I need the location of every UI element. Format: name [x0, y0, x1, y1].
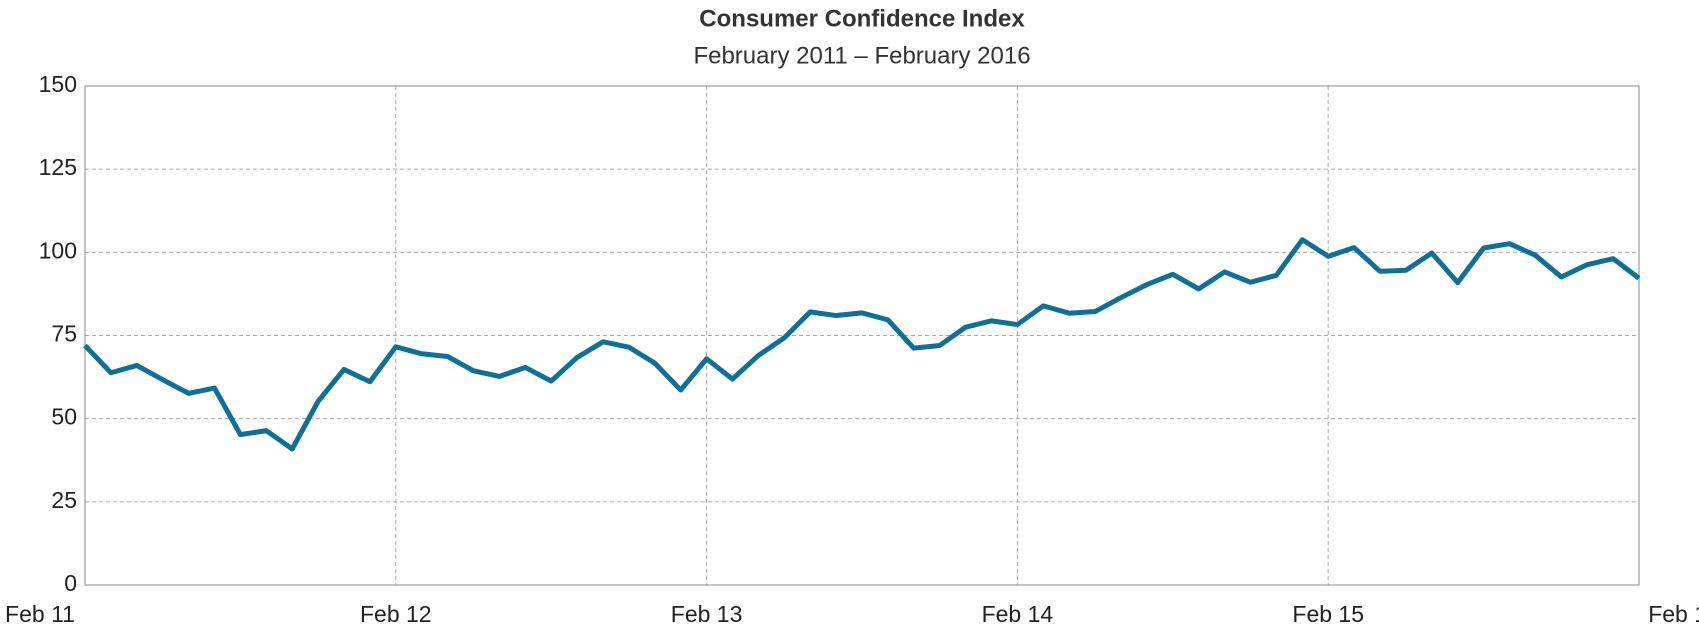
- x-tick-label: Feb 11: [5, 601, 75, 627]
- y-tick-label: 125: [39, 154, 77, 180]
- x-tick-label: Feb 15: [1292, 601, 1364, 627]
- y-tick-label: 25: [51, 487, 77, 513]
- line-series: [83, 237, 1641, 452]
- chart-title: Consumer Confidence Index: [699, 5, 1025, 32]
- y-tick-label: 0: [64, 570, 77, 596]
- x-tick-label: Feb 12: [360, 601, 432, 627]
- y-tick-label: 50: [51, 404, 77, 430]
- y-tick-label: 150: [39, 71, 77, 97]
- x-tick-label: Feb 13: [671, 601, 743, 627]
- chart-subtitle: February 2011 – February 2016: [693, 42, 1030, 69]
- plot-frame: [84, 85, 1640, 586]
- y-tick-label: 100: [39, 237, 77, 263]
- x-tick-label: Feb 16: [1648, 601, 1699, 627]
- y-tick-label: 75: [51, 321, 77, 347]
- x-tick-label: Feb 14: [982, 601, 1054, 627]
